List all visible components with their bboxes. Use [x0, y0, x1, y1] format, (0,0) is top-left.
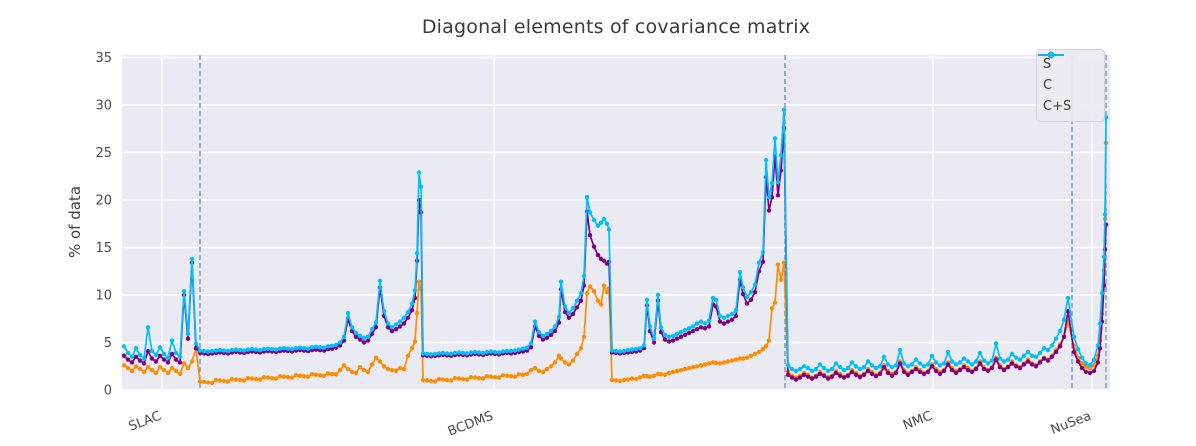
x-tick-bcdms: BCDMS	[446, 409, 495, 440]
y-tick-5: 5	[104, 336, 112, 351]
y-tick-35: 35	[95, 51, 112, 66]
x-tick-nusea: NuSea	[1049, 409, 1094, 438]
x-tick-slac: SLAC	[127, 409, 164, 435]
y-tick-labels: 0 5 10 15 20 25 30 35	[95, 51, 112, 399]
x-tick-nmc: NMC	[901, 409, 934, 434]
legend: S C C+S	[1036, 49, 1105, 122]
legend-label: C+S	[1043, 99, 1072, 114]
y-tick-0: 0	[104, 384, 112, 399]
y-tick-10: 10	[95, 289, 112, 304]
y-axis-label: % of data	[66, 185, 84, 259]
gridlines	[122, 55, 1110, 391]
y-tick-30: 30	[95, 99, 112, 114]
chart-title: Diagonal elements of covariance matrix	[421, 16, 811, 38]
x-tick-labels: SLAC BCDMS NMC NuSea	[127, 409, 1094, 440]
legend-line-marker-icon	[1038, 51, 1064, 59]
legend-label: S	[1043, 57, 1052, 72]
y-tick-25: 25	[95, 146, 112, 161]
series-C+S	[121, 107, 1109, 374]
y-tick-15: 15	[95, 241, 112, 256]
legend-label: C	[1043, 78, 1053, 93]
plot-area	[122, 55, 1110, 390]
legend-item-c: C	[1038, 51, 1104, 96]
legend-item-cs: C+S	[1038, 51, 1104, 117]
y-tick-20: 20	[95, 194, 112, 209]
